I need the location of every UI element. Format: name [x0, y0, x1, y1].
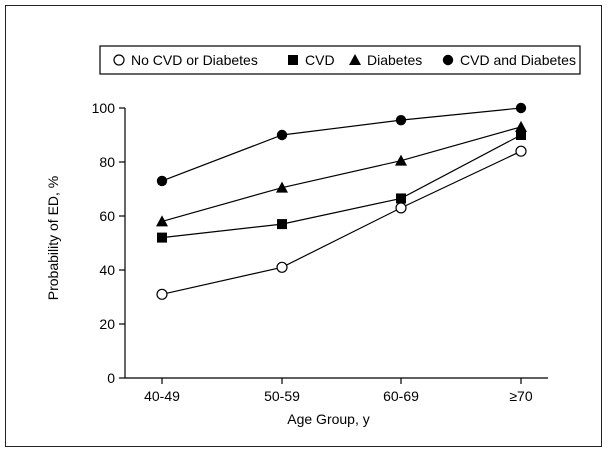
data-point: [156, 215, 168, 227]
data-point: [515, 102, 527, 114]
data-point: [156, 175, 168, 187]
x-tick-label: ≥70: [509, 388, 532, 404]
legend-item-no-cvd-or-diabetes: No CVD or Diabetes: [113, 52, 258, 68]
data-point: [395, 114, 407, 126]
data-point: [515, 120, 527, 132]
series-line: [161, 150, 522, 295]
y-tick-label: 40: [99, 262, 115, 278]
legend-marker: [349, 54, 361, 65]
data-point: [515, 145, 527, 157]
series-layer: [156, 102, 527, 300]
legend-label: CVD and Diabetes: [460, 52, 576, 68]
series-line: [161, 107, 522, 182]
series-line: [161, 134, 522, 239]
legend: No CVD or Diabetes CVD Diabetes CVD and Dia…: [99, 45, 581, 75]
legend-item-diabetes: Diabetes: [349, 52, 422, 68]
legend-label: Diabetes: [367, 52, 422, 68]
legend-label: CVD: [305, 52, 335, 68]
data-point: [396, 193, 406, 204]
legend-marker: [288, 55, 298, 65]
legend-marker: [113, 54, 125, 66]
data-point: [157, 232, 167, 243]
series-cvd-and-diabetes: [156, 102, 527, 187]
y-tick-label: 80: [99, 154, 115, 170]
legend-box: [99, 45, 581, 75]
y-tick-label: 20: [99, 316, 115, 332]
figure-frame: No CVD or Diabetes CVD Diabetes CVD and Dia…: [5, 5, 602, 447]
legend-label: No CVD or Diabetes: [131, 52, 258, 68]
y-axis-label: Probability of ED, %: [45, 176, 61, 301]
data-point: [276, 181, 288, 193]
x-tick-label: 50-59: [264, 388, 300, 404]
x-axis-label: Age Group, y: [287, 411, 370, 427]
data-point: [156, 288, 168, 300]
axes: 0 20 40 60 80 100 40-49 50-59 60-69 ≥70: [92, 100, 548, 404]
y-tick-label: 60: [99, 208, 115, 224]
legend-item-cvd: CVD: [288, 52, 335, 68]
data-point: [395, 154, 407, 166]
y-tick-label: 100: [92, 100, 116, 116]
series-diabetes: [156, 120, 527, 227]
legend-marker: [442, 54, 454, 66]
legend-item-cvd-and-diabetes: CVD and Diabetes: [442, 52, 576, 68]
data-point: [277, 219, 287, 230]
y-tick-label: 0: [107, 370, 115, 386]
data-point: [276, 261, 288, 273]
series-no-cvd-or-diabetes: [156, 145, 527, 300]
data-point: [395, 202, 407, 214]
data-point: [516, 130, 526, 140]
x-tick-label: 40-49: [144, 388, 180, 404]
series-cvd: [157, 130, 526, 243]
chart: No CVD or Diabetes CVD Diabetes CVD and Dia…: [45, 45, 581, 427]
series-line: [161, 126, 522, 222]
x-tick-label: 60-69: [383, 388, 419, 404]
data-point: [276, 129, 288, 141]
